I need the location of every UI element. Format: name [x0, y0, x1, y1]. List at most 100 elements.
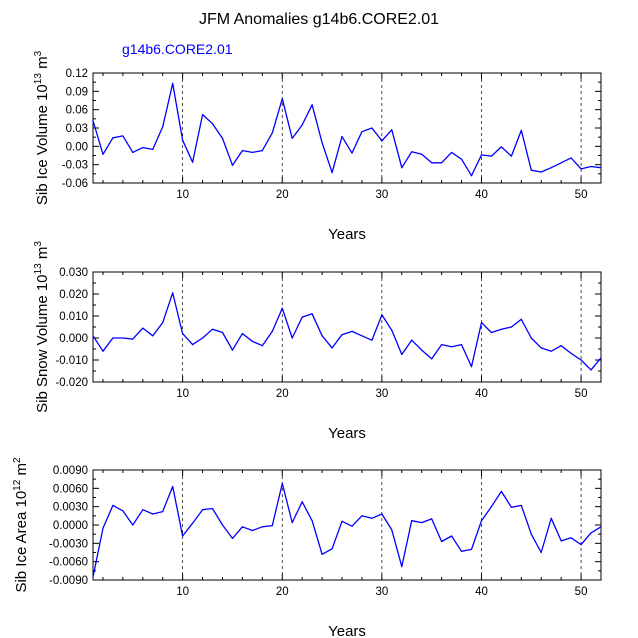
data-point — [122, 135, 124, 137]
data-point — [431, 518, 433, 520]
x-axis-label: Years — [328, 226, 366, 243]
data-point — [321, 553, 323, 555]
data-point — [600, 526, 602, 528]
x-tick-label: 10 — [176, 388, 189, 400]
y-tick-label: 0.0090 — [53, 465, 88, 477]
x-axis-label: Years — [328, 623, 366, 638]
y-tick-label: 0.06 — [66, 105, 88, 117]
data-point — [560, 345, 562, 347]
data-point — [421, 349, 423, 351]
data-point — [92, 335, 94, 337]
y-tick-label: -0.03 — [62, 160, 88, 172]
data-point — [480, 322, 483, 324]
y-tick-label: -0.0030 — [49, 538, 88, 550]
data-point — [450, 151, 453, 154]
y-tick-label: 0.00 — [66, 141, 88, 153]
y-axis-label-exponent: 13 — [33, 73, 44, 85]
y-axis-label: Sib Ice Volume 1013 m3 — [33, 50, 51, 205]
data-point — [142, 146, 144, 149]
data-point — [550, 167, 552, 169]
x-tick-label: 30 — [375, 586, 388, 598]
data-point — [490, 331, 493, 334]
data-point — [590, 369, 592, 371]
y-tick-label: 0.0030 — [53, 502, 88, 514]
data-point — [231, 164, 234, 166]
data-point — [391, 329, 393, 331]
data-point — [431, 162, 433, 164]
data-point — [560, 540, 562, 542]
data-point — [172, 292, 174, 294]
y-tick-label: 0.0000 — [53, 520, 88, 532]
data-point — [441, 540, 443, 543]
data-point — [460, 158, 463, 160]
data-point — [401, 167, 403, 169]
data-point — [600, 167, 602, 169]
data-point — [520, 504, 522, 507]
data-point — [211, 507, 214, 510]
data-point — [321, 142, 323, 144]
data-point — [281, 482, 283, 485]
y-tick-label: 0.09 — [66, 86, 88, 98]
data-point — [540, 551, 542, 554]
y-axis-label: Sib Snow Volume 1013 m3 — [33, 241, 51, 413]
data-point — [301, 316, 303, 318]
data-point — [331, 172, 333, 174]
data-point — [510, 155, 512, 157]
data-point — [411, 151, 413, 153]
y-tick-label: 0.030 — [59, 267, 88, 279]
data-point — [540, 171, 542, 173]
x-tick-label: 50 — [575, 586, 588, 598]
y-axis-label-text: Sib Ice Volume 10 — [34, 84, 51, 205]
data-point — [510, 326, 512, 328]
data-point — [231, 349, 234, 351]
y-tick-label: 0.010 — [59, 311, 88, 323]
data-point — [510, 506, 512, 508]
data-point — [142, 509, 144, 511]
y-tick-label: 0.020 — [59, 289, 88, 301]
data-point — [351, 152, 353, 154]
data-point — [281, 98, 283, 100]
data-point — [162, 322, 164, 324]
data-point — [411, 520, 413, 522]
data-point — [182, 535, 184, 537]
y-tick-label: -0.020 — [55, 377, 88, 389]
data-point — [112, 137, 114, 139]
chart-panel-2: 10 20 30 40 50 0.030 0.020 0.010 0.000 -0.010 -0.0… — [33, 241, 602, 442]
data-series-line — [92, 482, 602, 578]
data-point — [530, 533, 532, 535]
data-point — [122, 510, 124, 512]
data-point — [460, 344, 463, 346]
data-point — [241, 526, 244, 528]
y-tick-label: 0.12 — [66, 68, 88, 80]
x-tick-label: 10 — [176, 189, 189, 201]
data-point — [470, 366, 473, 368]
data-point — [361, 131, 363, 133]
x-tick-label: 30 — [375, 189, 388, 201]
data-point — [381, 314, 383, 316]
data-point — [92, 120, 94, 122]
legend-label: g14b6.CORE2.01 — [122, 41, 233, 57]
data-point — [112, 337, 114, 339]
data-point — [421, 521, 423, 524]
data-point — [102, 527, 104, 529]
x-tick-label: 50 — [575, 189, 588, 201]
y-tick-label: -0.0060 — [49, 557, 88, 569]
data-point — [211, 328, 214, 330]
data-point — [122, 337, 124, 339]
data-point — [351, 525, 353, 527]
data-point — [251, 151, 253, 154]
data-point — [271, 330, 273, 332]
data-point — [162, 510, 164, 513]
data-point — [152, 335, 154, 337]
data-point — [500, 328, 502, 330]
data-point — [182, 139, 184, 141]
data-point — [211, 123, 214, 125]
data-series-line — [92, 82, 602, 177]
data-point — [281, 307, 283, 309]
data-point — [271, 132, 273, 134]
data-point — [570, 537, 572, 539]
x-tick-label: 10 — [176, 586, 189, 598]
data-point — [470, 175, 473, 177]
data-point — [450, 346, 453, 348]
data-point — [431, 358, 433, 360]
